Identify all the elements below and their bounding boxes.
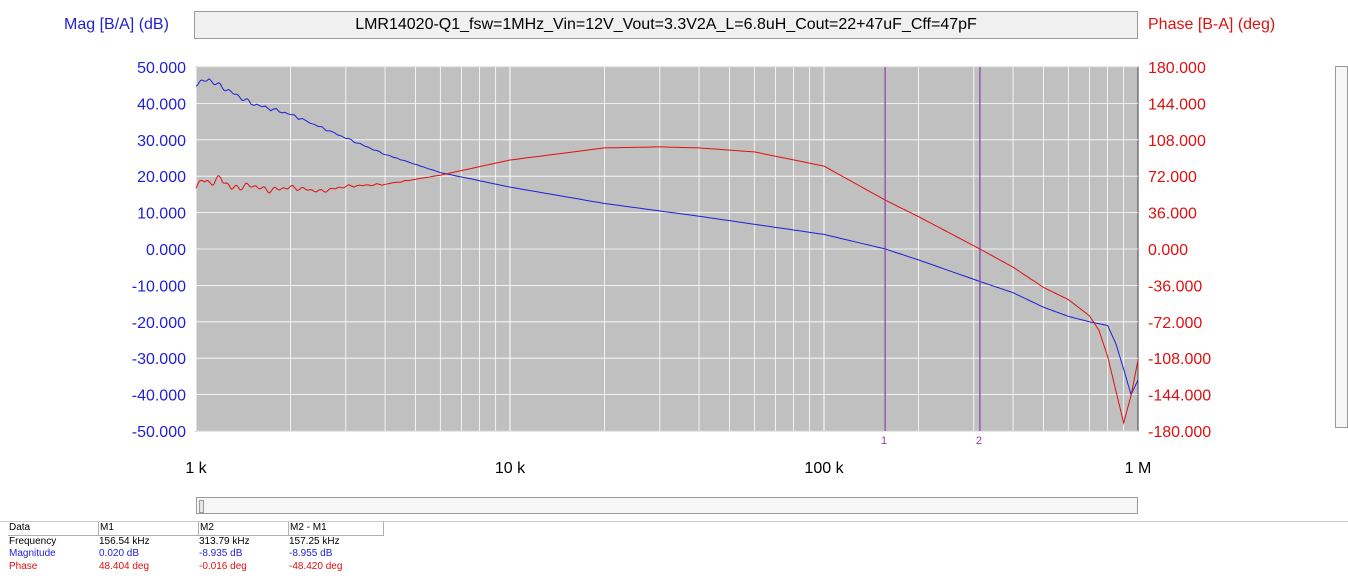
m1-value: 48.404 deg: [99, 560, 150, 572]
marker-label: 1: [881, 435, 887, 447]
left-tick-label: 20.000: [137, 169, 186, 186]
x-tick-label: 1 k: [185, 460, 207, 477]
left-axis-title: Mag [B/A] (dB): [64, 16, 169, 33]
left-tick-label: 10.000: [137, 206, 186, 223]
right-tick-label: 72.000: [1148, 169, 1197, 186]
left-tick-label: 0.000: [146, 242, 186, 259]
vertical-scrollbar[interactable]: [1335, 66, 1348, 428]
scrollbar-thumb[interactable]: [199, 500, 204, 513]
left-tick-label: 30.000: [137, 133, 186, 150]
right-axis-title: Phase [B-A] (deg): [1148, 16, 1276, 33]
left-tick-label: -40.000: [132, 388, 186, 405]
right-tick-label: -108.000: [1148, 351, 1211, 368]
table-row-phase: Phase 48.404 deg -0.016 deg -48.420 deg: [8, 561, 384, 574]
table-divider: [0, 521, 1348, 522]
right-tick-label: -144.000: [1148, 388, 1211, 405]
marker-data-table: Data M1 M2 M2 - M1 Frequency 156.54 kHz …: [8, 522, 384, 573]
diff-value: 157.25 kHz: [289, 535, 340, 547]
phase-trace: [195, 146, 1139, 425]
header-m1: M1: [98, 522, 198, 535]
header-diff: M2 - M1: [288, 522, 384, 535]
horizontal-scrollbar[interactable]: [196, 497, 1138, 514]
x-tick-label: 1 M: [1125, 460, 1152, 477]
m2-value: -8.935 dB: [199, 548, 243, 559]
right-tick-label: 108.000: [1148, 133, 1206, 150]
bode-plot: 50.00040.00030.00020.00010.0000.000-10.0…: [132, 60, 1212, 477]
magnitude-trace: [195, 78, 1139, 396]
right-tick-label: 36.000: [1148, 206, 1197, 223]
left-tick-label: 50.000: [137, 60, 186, 77]
x-tick-label: 100 k: [804, 460, 844, 477]
x-tick-label: 10 k: [495, 460, 526, 477]
right-tick-label: 180.000: [1148, 60, 1206, 77]
m2-value: -0.016 deg: [199, 560, 247, 572]
table-row-magnitude: Magnitude 0.020 dB -8.935 dB -8.955 dB: [8, 548, 384, 561]
table-header-row: Data M1 M2 M2 - M1: [8, 522, 384, 536]
row-label: Magnitude: [9, 548, 56, 559]
diff-value: -8.955 dB: [289, 548, 333, 559]
m2-value: 313.79 kHz: [199, 535, 250, 547]
row-label: Phase: [9, 560, 38, 572]
table-row-frequency: Frequency 156.54 kHz 313.79 kHz 157.25 k…: [8, 536, 384, 549]
left-tick-label: -10.000: [132, 278, 186, 295]
header-m2: M2: [198, 522, 288, 535]
row-label: Frequency: [9, 535, 57, 547]
left-tick-label: 40.000: [137, 96, 186, 113]
right-tick-label: 144.000: [1148, 96, 1206, 113]
left-tick-label: -20.000: [132, 315, 186, 332]
m1-value: 156.54 kHz: [99, 535, 150, 547]
marker-label: 2: [976, 435, 982, 447]
chart-title: LMR14020-Q1_fsw=1MHz_Vin=12V_Vout=3.3V2A…: [194, 11, 1138, 39]
right-tick-label: -36.000: [1148, 278, 1202, 295]
m1-value: 0.020 dB: [99, 548, 140, 559]
left-tick-label: -50.000: [132, 424, 186, 441]
header-data: Data: [9, 522, 31, 533]
left-tick-label: -30.000: [132, 351, 186, 368]
right-tick-label: -180.000: [1148, 424, 1211, 441]
diff-value: -48.420 deg: [289, 560, 343, 572]
right-tick-label: 0.000: [1148, 242, 1188, 259]
right-tick-label: -72.000: [1148, 315, 1202, 332]
